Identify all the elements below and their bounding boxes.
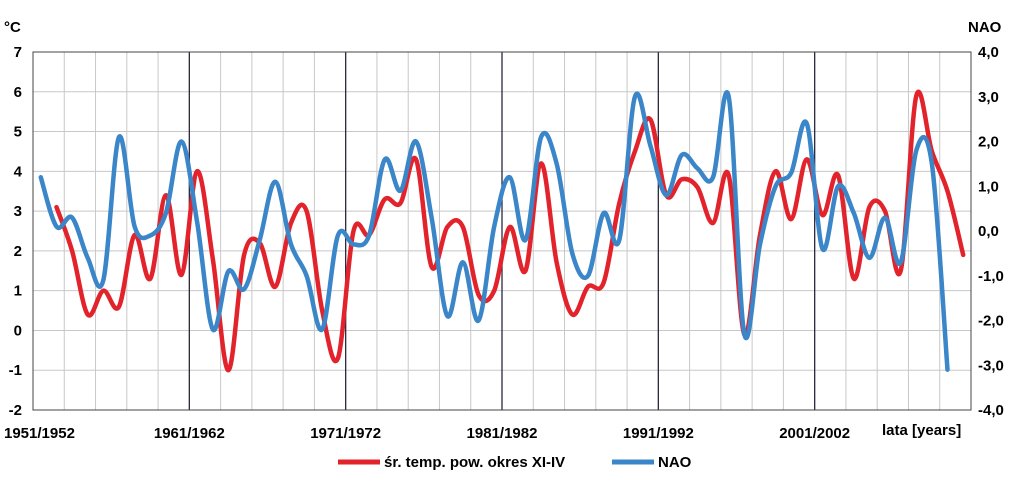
y-left-tick-label: 1 (14, 283, 22, 300)
y-left-tick-label: -1 (9, 362, 22, 379)
y-right-tick-label: 4,0 (978, 44, 999, 61)
legend-label-temperature: śr. temp. pow. okres XI-IV (384, 454, 565, 471)
y-left-tick-label: 6 (14, 84, 22, 101)
y-right-tick-label: 1,0 (978, 178, 999, 195)
y-left-tick-labels: -2 -1 0 1 2 3 4 5 6 7 (9, 44, 23, 419)
x-tick-label: 1991/1992 (623, 425, 694, 442)
x-tick-label: 1951/1952 (4, 425, 75, 442)
y-right-tick-label: -3,0 (978, 357, 1004, 374)
y-left-tick-label: 3 (14, 203, 22, 220)
y-left-tick-label: 7 (14, 44, 22, 61)
y-right-tick-label: 2,0 (978, 134, 999, 151)
y-right-tick-label: -1,0 (978, 268, 1004, 285)
x-tick-label: 1971/1972 (310, 425, 381, 442)
nao-series-line (38, 90, 950, 372)
y-right-tick-label: 3,0 (978, 89, 999, 106)
legend-label-nao: NAO (658, 454, 692, 471)
x-tick-labels: 1951/1952 1961/1962 1971/1972 1981/1982 1991… (4, 425, 850, 442)
plot-border (32, 51, 972, 411)
y-right-tick-label: -2,0 (978, 313, 1004, 330)
x-tick-label: 1961/1962 (154, 425, 225, 442)
x-axis-label: lata [years] (882, 422, 961, 439)
y-right-unit: NAO (968, 19, 1002, 36)
temperature-series-line (54, 89, 966, 373)
y-left-tick-label: 5 (14, 124, 22, 141)
y-right-tick-labels: -4,0 -3,0 -2,0 -1,0 0,0 1,0 2,0 3,0 4,0 (978, 44, 1004, 419)
y-left-tick-label: 0 (14, 322, 22, 339)
y-right-tick-label: 0,0 (978, 223, 999, 240)
x-tick-label: 1981/1982 (467, 425, 538, 442)
y-left-tick-label: -2 (9, 402, 22, 419)
y-left-tick-label: 2 (14, 243, 22, 260)
x-tick-label: 2001/2002 (779, 425, 850, 442)
series-lines (38, 89, 966, 373)
legend: śr. temp. pow. okres XI-IV NAO (338, 454, 692, 471)
y-right-tick-label: -4,0 (978, 402, 1004, 419)
y-left-unit: °C (4, 19, 21, 36)
plot-frame (32, 51, 972, 411)
y-left-tick-label: 4 (14, 163, 23, 180)
